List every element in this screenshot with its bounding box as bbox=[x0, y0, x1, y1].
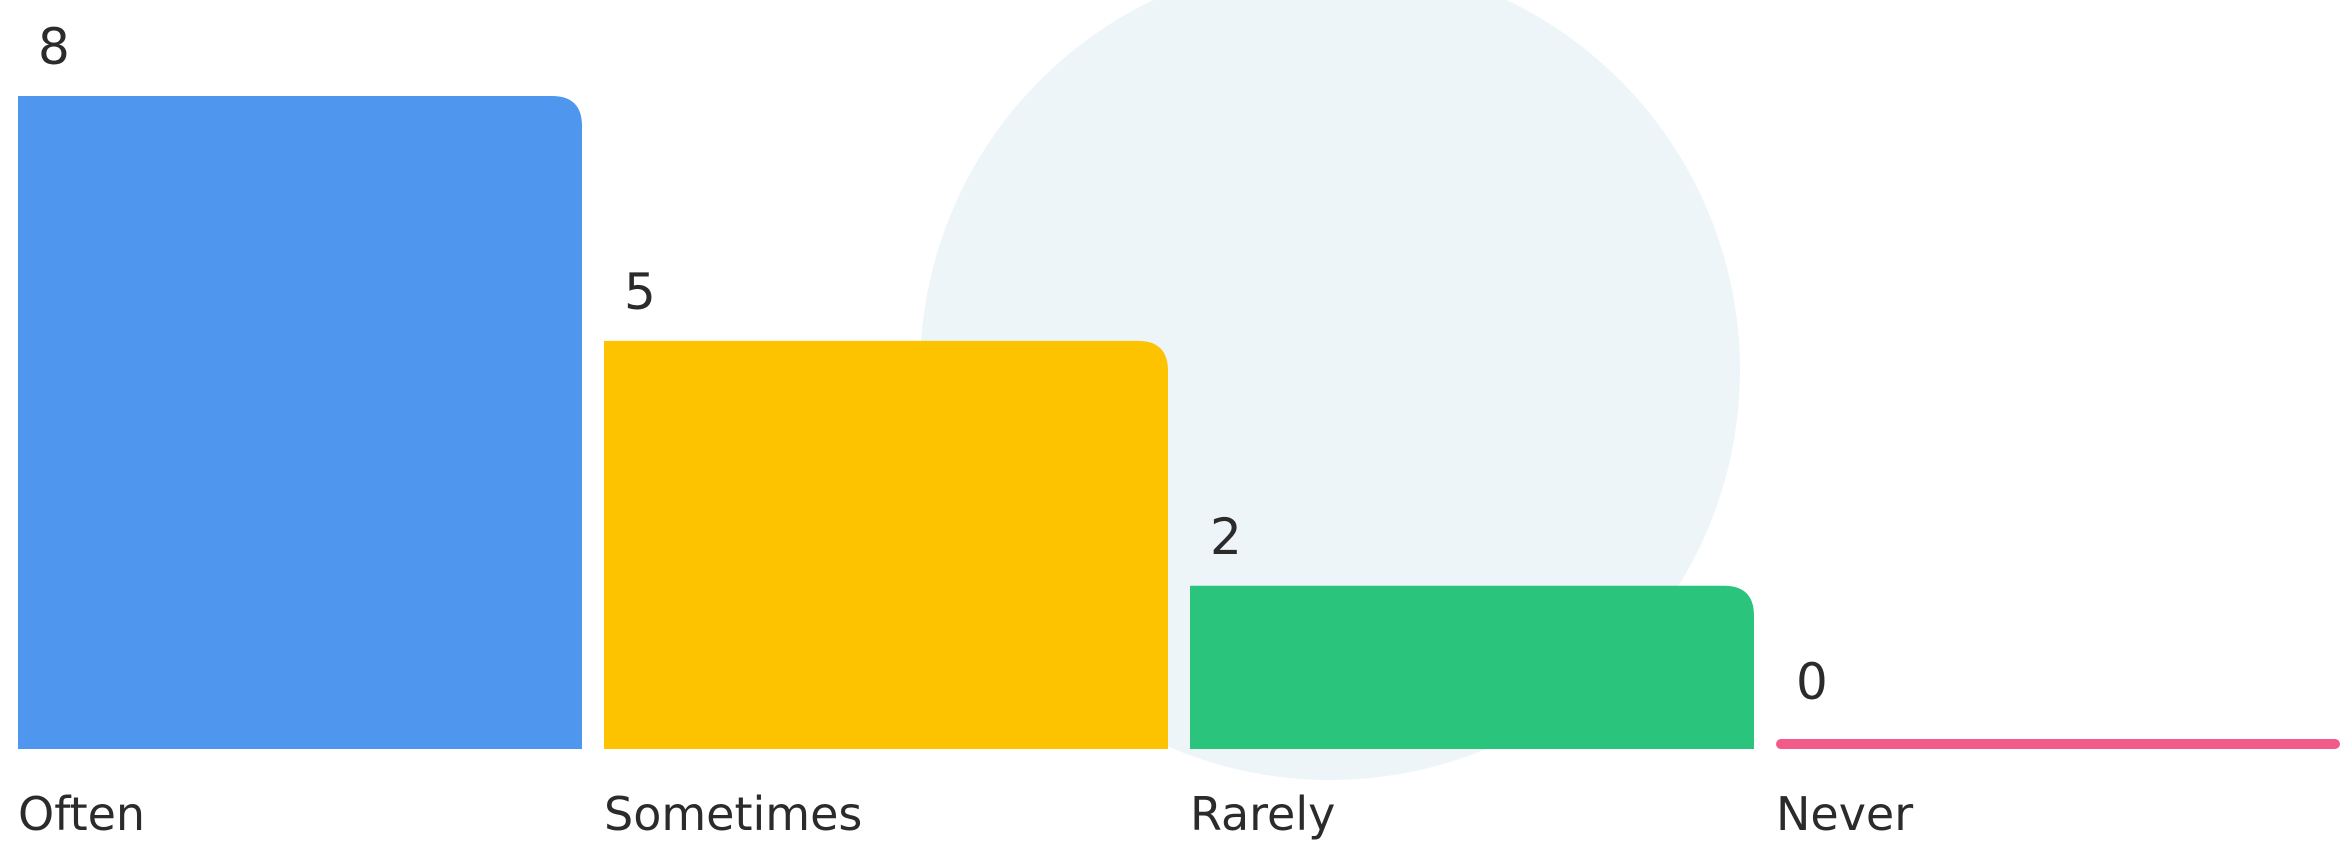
x-tick-label: Never bbox=[1776, 787, 1913, 841]
data-label: 2 bbox=[1210, 508, 1242, 566]
x-tick-label: Rarely bbox=[1190, 787, 1335, 841]
data-label: 5 bbox=[624, 263, 656, 321]
x-tick-label: Often bbox=[18, 787, 145, 841]
x-tick-label: Sometimes bbox=[604, 787, 862, 841]
bar bbox=[1776, 739, 2340, 749]
bar bbox=[1190, 585, 1754, 749]
data-label: 8 bbox=[38, 18, 70, 76]
data-label: 0 bbox=[1796, 653, 1828, 711]
bar bbox=[604, 340, 1168, 749]
bar bbox=[18, 96, 582, 749]
